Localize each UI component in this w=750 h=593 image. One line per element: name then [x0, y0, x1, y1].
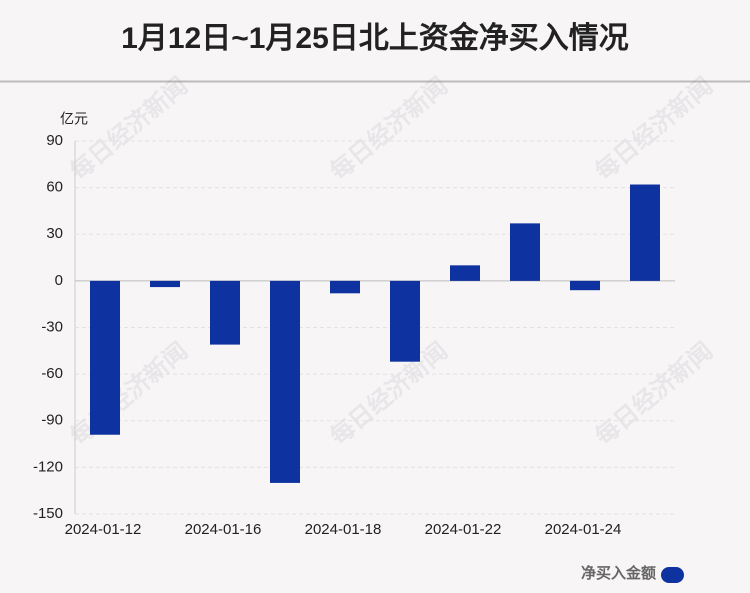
y-tick-label: -90	[41, 412, 63, 429]
y-tick-label: 60	[46, 179, 63, 196]
bar	[510, 223, 540, 281]
bar	[390, 280, 420, 362]
legend-label: 净买入金额	[581, 564, 656, 582]
y-tick-label: -60	[41, 365, 63, 382]
bar	[630, 184, 660, 281]
bar	[90, 280, 120, 435]
bar	[330, 280, 360, 294]
bar	[270, 280, 300, 483]
chart-title: 1月12日~1月25日北上资金净买入情况	[121, 21, 629, 55]
y-tick-label: -150	[33, 505, 63, 522]
y-tick-label: -120	[33, 458, 63, 475]
x-tick-label: 2024-01-24	[545, 521, 622, 538]
y-tick-label: 90	[46, 132, 63, 149]
y-unit: 亿元	[60, 111, 88, 127]
x-tick-label: 2024-01-12	[65, 521, 142, 538]
y-tick-label: 0	[55, 272, 63, 289]
x-tick-label: 2024-01-16	[185, 521, 262, 538]
bar	[150, 280, 180, 288]
x-tick-label: 2024-01-18	[305, 521, 382, 538]
bar	[210, 280, 240, 345]
x-tick-label: 2024-01-22	[425, 521, 502, 538]
bar	[570, 280, 600, 291]
y-tick-label: 30	[46, 225, 63, 242]
y-tick-label: -30	[41, 318, 63, 335]
bar	[450, 265, 480, 281]
legend-swatch	[661, 567, 684, 583]
